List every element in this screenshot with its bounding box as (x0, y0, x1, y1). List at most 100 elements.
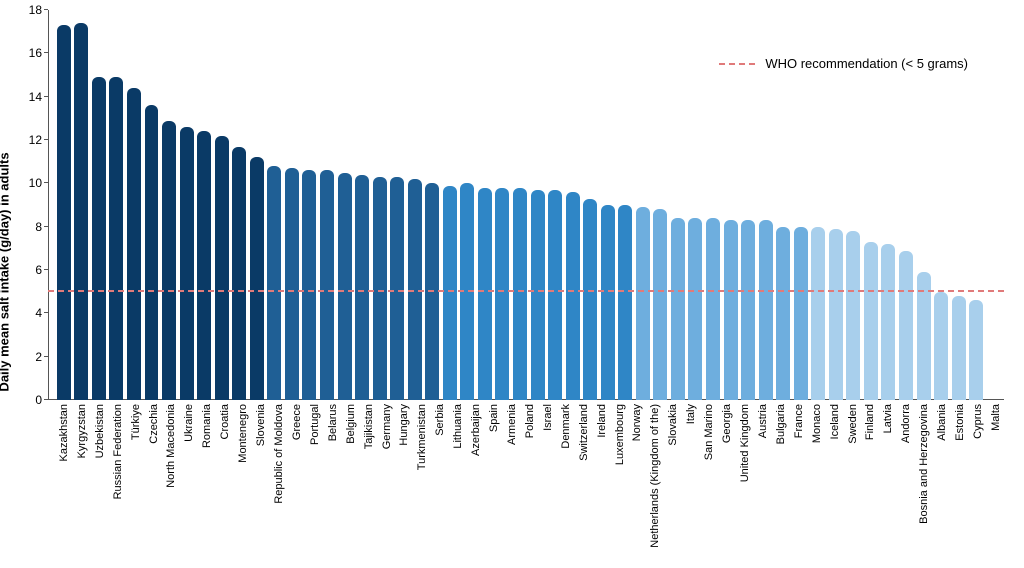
bar-slot (161, 10, 177, 400)
bar (829, 229, 843, 400)
x-tick-label: Belgium (345, 404, 357, 444)
bar-slot (442, 10, 458, 400)
x-tick-label: Ireland (596, 404, 608, 438)
bar-slot (214, 10, 230, 400)
x-tick-label: Hungary (398, 404, 410, 446)
bar (495, 188, 509, 400)
bar-slot (126, 10, 142, 400)
x-tick-label: Azerbaijan (470, 404, 482, 456)
y-tick-mark (44, 52, 48, 53)
bar-slot (109, 10, 125, 400)
bar (180, 127, 194, 400)
bar (373, 177, 387, 400)
bar (653, 209, 667, 400)
bar (759, 220, 773, 400)
x-labels-container: KazakhstanKyrgyzstanUzbekistanRussian Fe… (56, 404, 1004, 564)
y-tick-label: 0 (35, 393, 48, 407)
bar-slot (460, 10, 476, 400)
bar (390, 177, 404, 400)
bar-slot (56, 10, 72, 400)
bar-slot (179, 10, 195, 400)
bar-slot (319, 10, 335, 400)
y-tick-mark (44, 356, 48, 357)
bar (250, 157, 264, 400)
x-tick-label: Ukraine (183, 404, 195, 442)
x-tick-label: Belarus (327, 404, 339, 441)
x-tick-label: Iceland (829, 404, 841, 439)
x-tick-label: Croatia (219, 404, 231, 439)
x-tick-label: Austria (757, 404, 769, 438)
legend-line-sample (719, 63, 755, 65)
bar (881, 244, 895, 400)
x-tick-label: Luxembourg (614, 404, 626, 465)
bar (355, 175, 369, 400)
x-tick-label: Czechia (148, 404, 160, 444)
x-tick-label: Türkiye (130, 404, 142, 440)
x-tick-label: Greece (291, 404, 303, 440)
x-tick-label: San Marino (703, 404, 715, 460)
bar-slot (653, 10, 669, 400)
x-tick-label: Armenia (506, 404, 518, 445)
x-tick-label: Denmark (560, 404, 572, 449)
bar (618, 205, 632, 400)
x-tick-label: Germany (381, 404, 393, 449)
x-tick-label: Albania (936, 404, 948, 441)
bar (531, 190, 545, 400)
x-tick-label: United Kingdom (739, 404, 751, 482)
bar (425, 183, 439, 400)
bar (724, 220, 738, 400)
x-tick-label: Sweden (847, 404, 859, 444)
bar (899, 251, 913, 400)
y-tick-mark (44, 226, 48, 227)
bar-slot (495, 10, 511, 400)
bar (513, 188, 527, 400)
bar (811, 227, 825, 400)
y-axis-line (48, 10, 49, 400)
bar-slot (635, 10, 651, 400)
x-tick-label: Serbia (434, 404, 446, 436)
bar (285, 168, 299, 400)
bar-slot (389, 10, 405, 400)
x-tick-label: Lithuania (452, 404, 464, 449)
x-tick-label: Norway (631, 404, 643, 441)
bar-slot (267, 10, 283, 400)
x-tick-label: Andorra (900, 404, 912, 443)
bar (864, 242, 878, 400)
y-tick-label: 10 (29, 176, 48, 190)
bar-slot (670, 10, 686, 400)
y-tick-label: 12 (29, 133, 48, 147)
bar-slot (249, 10, 265, 400)
bar (794, 227, 808, 400)
bar (478, 188, 492, 400)
bar (969, 300, 983, 400)
x-tick-label: Bosnia and Herzegovina (918, 404, 930, 524)
who-reference-line (48, 290, 1004, 292)
x-tick-label: Switzerland (578, 404, 590, 461)
bar-slot (231, 10, 247, 400)
y-tick-mark (44, 269, 48, 270)
x-tick-label: Georgia (721, 404, 733, 443)
bar-slot (302, 10, 318, 400)
y-tick-mark (44, 9, 48, 10)
x-tick-label: Cyprus (972, 404, 984, 439)
bar (302, 170, 316, 400)
bar (215, 136, 229, 400)
bar-slot (565, 10, 581, 400)
bar-slot (477, 10, 493, 400)
bar-slot (424, 10, 440, 400)
y-tick-mark (44, 312, 48, 313)
x-tick-label: Republic of Moldova (273, 404, 285, 504)
bar-slot (547, 10, 563, 400)
salt-intake-bar-chart: Daily mean salt intake (g/day) in adults… (0, 0, 1024, 568)
y-tick-label: 18 (29, 3, 48, 17)
bar (688, 218, 702, 400)
bar (741, 220, 755, 400)
bar (162, 121, 176, 400)
x-tick-label: Italy (685, 404, 697, 424)
bar (706, 218, 720, 400)
x-tick-label: Kyrgyzstan (76, 404, 88, 458)
x-tick-label: Russian Federation (112, 404, 124, 499)
bar-slot (688, 10, 704, 400)
y-tick-label: 4 (35, 306, 48, 320)
x-tick-label: Latvia (882, 404, 894, 433)
